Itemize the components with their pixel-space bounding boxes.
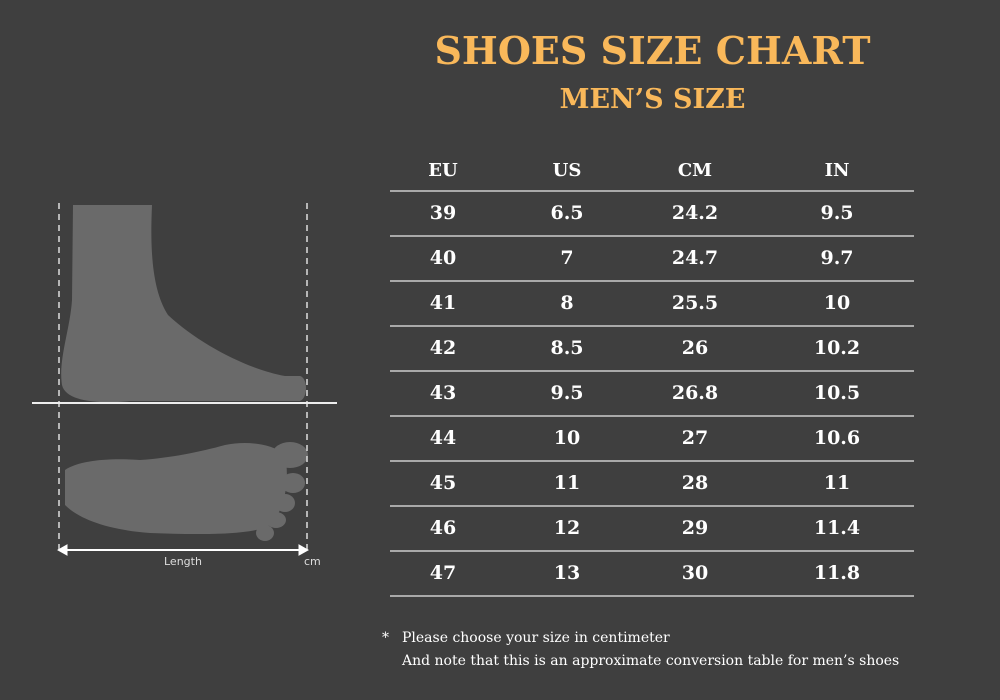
column-header: EU — [428, 160, 458, 181]
table-cell: 47 — [429, 562, 457, 584]
table-cell: 27 — [681, 427, 709, 449]
table-cell: 26.8 — [671, 382, 719, 404]
table-cell: 26 — [681, 337, 709, 359]
table-cell: 28 — [681, 472, 709, 494]
table-row: 39 6.5 24.2 9.5 — [390, 192, 914, 237]
table-row: 43 9.5 26.8 10.5 — [390, 372, 914, 417]
table-row: 46 12 29 11.4 — [390, 507, 914, 552]
table-cell: 11.4 — [813, 517, 861, 539]
foot-measurement-diagram — [32, 203, 337, 556]
footnote-line-1: Please choose your size in centimeter — [402, 630, 670, 646]
table-cell: 11 — [823, 472, 851, 494]
table-row: 45 11 28 11 — [390, 462, 914, 507]
table-cell: 46 — [429, 517, 457, 539]
table-cell: 39 — [429, 202, 457, 224]
table-cell: 45 — [429, 472, 457, 494]
footnote-line-2: And note that this is an approximate con… — [402, 653, 900, 669]
table-cell: 9.7 — [820, 247, 854, 269]
table-cell: 7 — [560, 247, 574, 269]
table-cell: 41 — [429, 292, 457, 314]
table-cell: 10 — [823, 292, 851, 314]
table-cell: 12 — [553, 517, 581, 539]
table-cell: 40 — [429, 247, 457, 269]
unit-label: cm — [304, 555, 321, 568]
length-label: Length — [164, 555, 202, 568]
table-row: 41 8 25.5 10 — [390, 282, 914, 327]
table-cell: 6.5 — [550, 202, 584, 224]
table-cell: 10.5 — [813, 382, 861, 404]
foot-side-view-icon — [61, 205, 306, 403]
table-cell: 10 — [553, 427, 581, 449]
table-row: 47 13 30 11.8 — [390, 552, 914, 597]
table-cell: 24.7 — [671, 247, 719, 269]
table-cell: 10.2 — [813, 337, 861, 359]
page-title: SHOES SIZE CHART — [434, 28, 871, 73]
table-cell: 10.6 — [813, 427, 861, 449]
page-subtitle: MEN’S SIZE — [559, 84, 746, 115]
column-header: CM — [677, 160, 713, 181]
size-table: EU US CM IN 39 6.5 24.2 9.5 40 7 24.7 9.7 41 8 25.5 10 4… — [390, 150, 914, 597]
column-header: IN — [824, 160, 850, 181]
table-cell: 29 — [681, 517, 709, 539]
table-cell: 8.5 — [550, 337, 584, 359]
table-row: 44 10 27 10.6 — [390, 417, 914, 462]
table-cell: 30 — [681, 562, 709, 584]
table-cell: 44 — [429, 427, 457, 449]
column-header: US — [552, 160, 582, 181]
table-cell: 13 — [553, 562, 581, 584]
table-header-row: EU US CM IN — [390, 150, 914, 192]
length-arrow-icon — [56, 544, 310, 556]
table-row: 40 7 24.7 9.7 — [390, 237, 914, 282]
table-row: 42 8.5 26 10.2 — [390, 327, 914, 372]
table-cell: 25.5 — [671, 292, 719, 314]
footnote-marker: * — [382, 630, 389, 646]
table-cell: 43 — [429, 382, 457, 404]
table-cell: 9.5 — [550, 382, 584, 404]
foot-top-view-icon — [65, 442, 308, 541]
table-cell: 9.5 — [820, 202, 854, 224]
table-cell: 8 — [560, 292, 574, 314]
table-cell: 11.8 — [813, 562, 861, 584]
table-cell: 42 — [429, 337, 457, 359]
table-cell: 11 — [553, 472, 581, 494]
table-cell: 24.2 — [671, 202, 719, 224]
